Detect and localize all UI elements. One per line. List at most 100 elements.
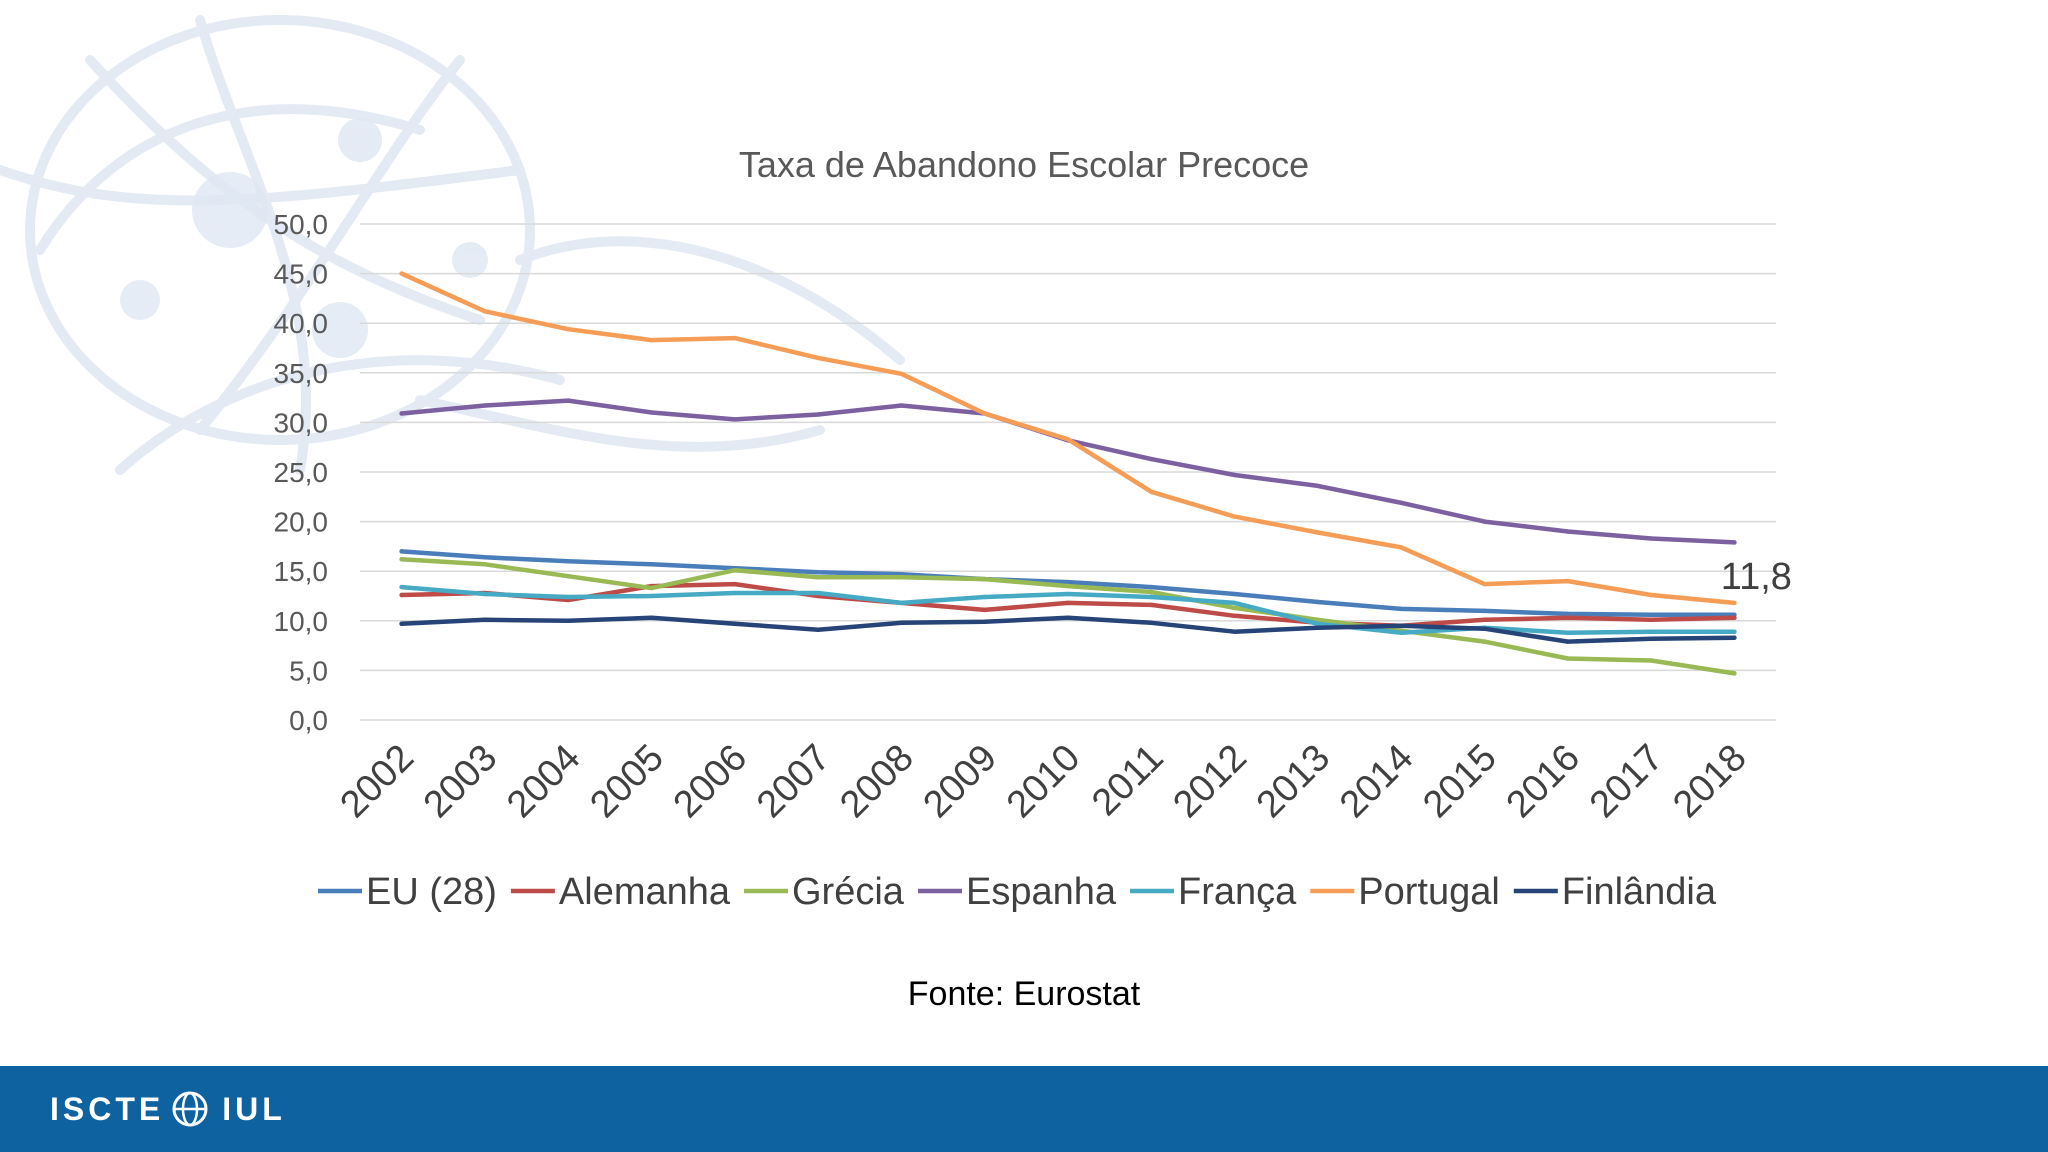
y-tick-label: 40,0 — [274, 308, 329, 339]
logo-globe-icon — [172, 1091, 208, 1127]
data-point-portugal — [1232, 514, 1237, 519]
data-point-portugal — [1482, 581, 1487, 587]
x-tick-label: 2017 — [1582, 737, 1671, 826]
chart-title: Taxa de Abandono Escolar Precoce — [739, 144, 1309, 185]
data-point-eu-28 — [1565, 611, 1570, 617]
data-point-finlandia — [1648, 636, 1654, 641]
x-tick-label: 2006 — [666, 737, 755, 826]
data-point-espanha — [815, 412, 821, 417]
legend-label: Espanha — [966, 871, 1117, 913]
x-tick-label: 2011 — [1084, 737, 1171, 824]
data-point-espanha — [732, 417, 738, 422]
data-point-alemanha — [1565, 615, 1570, 621]
data-point-franca — [732, 590, 738, 596]
data-point-alemanha — [1065, 600, 1071, 606]
data-point-grecia — [1648, 658, 1654, 663]
x-tick-label: 2013 — [1249, 737, 1338, 826]
data-point-espanha — [1149, 456, 1154, 462]
data-point-espanha — [482, 403, 488, 408]
data-point-franca — [649, 593, 654, 599]
data-point-eu-28 — [1065, 579, 1071, 585]
data-point-eu-28 — [1648, 612, 1654, 618]
data-point-franca — [982, 594, 987, 600]
data-point-espanha — [1315, 483, 1321, 489]
data-point-grecia — [649, 585, 654, 591]
y-tick-label: 0,0 — [289, 705, 328, 736]
data-point-portugal — [482, 309, 488, 314]
data-point-franca — [1565, 630, 1570, 635]
legend-item-franca: França — [1130, 871, 1297, 913]
chart-series — [399, 271, 1737, 676]
y-tick-label: 10,0 — [274, 606, 329, 637]
logo-text-left: ISCTE — [50, 1090, 165, 1127]
data-point-franca — [1732, 629, 1737, 634]
data-point-alemanha — [982, 607, 987, 613]
data-point-portugal — [1398, 545, 1404, 550]
data-point-grecia — [1149, 589, 1154, 595]
legend-item-eu-28: EU (28) — [318, 871, 497, 913]
data-point-portugal — [566, 326, 571, 332]
legend-item-alemanha: Alemanha — [510, 871, 731, 913]
legend-item-grecia: Grécia — [744, 871, 905, 913]
data-point-franca — [1065, 591, 1071, 597]
x-tick-label: 2018 — [1665, 737, 1754, 826]
iscte-iul-logo: ISCTE IUL — [50, 1088, 286, 1130]
data-point-grecia — [1315, 617, 1321, 623]
data-point-finlandia — [732, 621, 738, 626]
data-point-franca — [482, 591, 488, 597]
x-tick-label: 2010 — [999, 737, 1088, 826]
x-axis: 2002200320042005200620072008200920102011… — [333, 737, 1755, 826]
data-point-finlandia — [482, 617, 488, 623]
data-point-portugal — [1732, 600, 1737, 606]
data-point-finlandia — [1065, 615, 1071, 621]
data-point-finlandia — [1732, 635, 1737, 640]
data-point-finlandia — [899, 620, 904, 625]
data-point-grecia — [1065, 583, 1071, 589]
chart-annotations: 11,8 — [1721, 556, 1792, 598]
data-point-grecia — [566, 573, 571, 579]
data-point-grecia — [399, 557, 404, 562]
legend-label: Finlândia — [1562, 871, 1717, 913]
logo-text-right: IUL — [222, 1090, 286, 1127]
data-point-franca — [566, 594, 571, 600]
data-point-finlandia — [1482, 626, 1487, 631]
data-point-espanha — [1565, 529, 1570, 534]
legend-label: França — [1178, 871, 1297, 913]
y-tick-label: 35,0 — [274, 358, 329, 389]
x-tick-label: 2009 — [916, 737, 1005, 826]
data-point-franca — [1149, 594, 1154, 600]
data-point-portugal — [1648, 592, 1654, 598]
data-point-finlandia — [1315, 625, 1321, 630]
data-point-franca — [399, 584, 404, 590]
data-point-eu-28 — [1149, 584, 1154, 590]
data-point-alemanha — [1732, 615, 1737, 621]
data-point-alemanha — [1482, 617, 1487, 623]
data-label-portugal: 11,8 — [1721, 556, 1792, 598]
data-point-eu-28 — [1398, 606, 1404, 612]
data-point-finlandia — [399, 621, 404, 626]
data-point-portugal — [815, 355, 821, 361]
data-point-franca — [815, 590, 821, 596]
data-point-franca — [1648, 629, 1654, 634]
legend-label: Portugal — [1358, 871, 1500, 913]
data-point-espanha — [1732, 540, 1737, 545]
y-tick-label: 45,0 — [274, 259, 329, 290]
data-point-grecia — [1732, 671, 1737, 676]
data-point-alemanha — [1232, 613, 1237, 619]
data-point-eu-28 — [1315, 599, 1321, 605]
x-tick-label: 2003 — [416, 737, 505, 826]
legend-label: Grécia — [792, 871, 905, 913]
data-point-portugal — [899, 371, 904, 376]
data-point-eu-28 — [399, 549, 404, 554]
footer-bar: ISCTE IUL — [0, 1066, 2048, 1152]
data-point-finlandia — [566, 618, 571, 623]
legend-item-espanha: Espanha — [918, 871, 1117, 913]
data-point-finlandia — [1565, 639, 1570, 644]
data-point-eu-28 — [1232, 591, 1237, 597]
data-point-grecia — [982, 576, 987, 582]
source-caption: Fonte: Eurostat — [907, 975, 1141, 1013]
legend-label: EU (28) — [366, 871, 497, 913]
legend-item-portugal: Portugal — [1310, 871, 1500, 913]
